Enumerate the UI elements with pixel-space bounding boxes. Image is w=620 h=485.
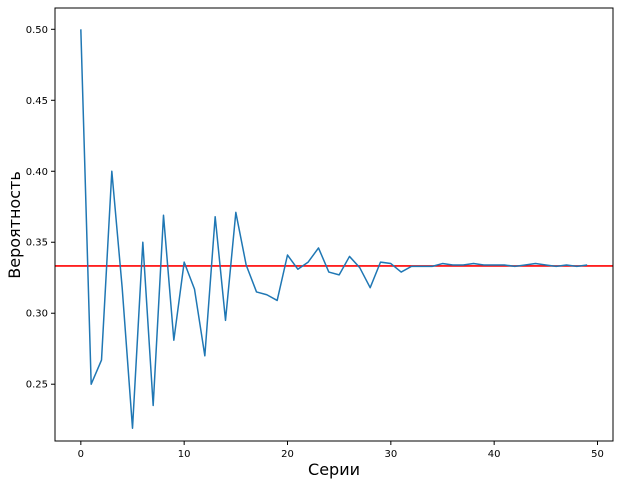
x-tick-label: 30 (384, 449, 397, 460)
y-tick-label: 0.45 (26, 96, 48, 107)
plot-frame (54, 7, 614, 442)
y-tick-label: 0.35 (26, 238, 48, 249)
plot-area (55, 8, 613, 441)
x-axis-title: Серии (308, 460, 360, 479)
x-axis: 0 10 20 30 40 50 (78, 441, 604, 460)
y-tick-label: 0.50 (26, 25, 48, 36)
x-tick-label: 0 (78, 449, 84, 460)
y-axis-title: Вероятность (5, 171, 24, 279)
y-tick-label: 0.40 (26, 167, 48, 178)
y-axis: 0.25 0.30 0.35 0.40 0.45 0.50 (26, 25, 55, 391)
y-tick-label: 0.25 (26, 380, 48, 391)
x-tick-label: 50 (591, 449, 604, 460)
x-tick-label: 10 (178, 449, 191, 460)
x-tick-label: 20 (281, 449, 294, 460)
y-tick-label: 0.30 (26, 309, 48, 320)
series-line-0 (80, 29, 588, 429)
x-tick-label: 40 (488, 449, 501, 460)
